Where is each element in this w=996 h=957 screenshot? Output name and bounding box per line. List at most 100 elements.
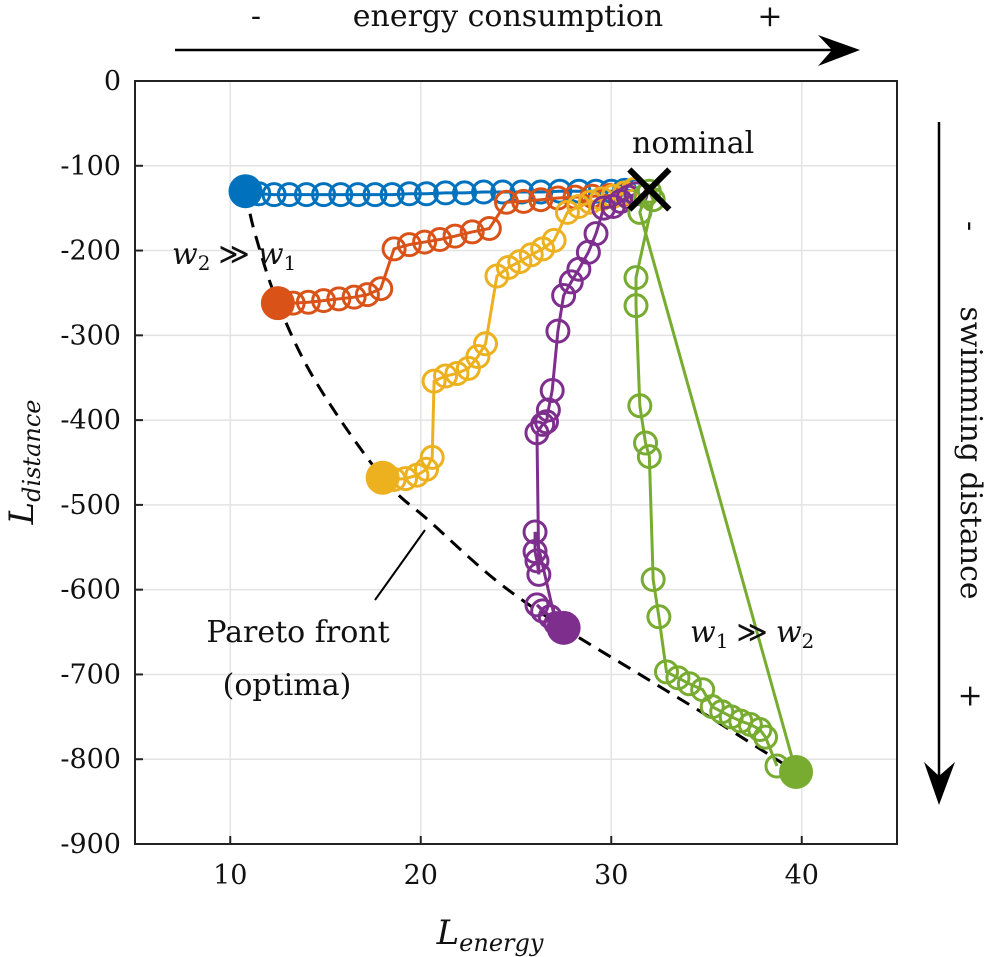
- data-point: [522, 519, 548, 545]
- y-tick-label: -100: [60, 151, 121, 182]
- data-point: [533, 409, 559, 435]
- plot-frame: [134, 80, 898, 845]
- data-point: [633, 430, 659, 456]
- x-tick-label: 30: [594, 860, 628, 891]
- data-point: [583, 221, 609, 247]
- axis-ticks: 10 20 30 40 0 -100 -200 -300 -400 -500 -600 -700 -80…: [60, 66, 819, 891]
- data-point: [311, 182, 337, 208]
- y-tick-label: 0: [104, 66, 121, 97]
- x-tick-label: 20: [404, 860, 438, 891]
- data-point: [413, 456, 439, 482]
- data-point: [524, 548, 550, 574]
- pareto-optima-label: (optima): [223, 668, 352, 703]
- data-point: [528, 187, 554, 213]
- data-point: [444, 360, 470, 386]
- data-point: [379, 182, 405, 208]
- data-point: [442, 223, 468, 249]
- data-point: [433, 363, 459, 389]
- data-point: [646, 604, 672, 630]
- pareto-front-label: Pareto front: [206, 615, 389, 650]
- series-purple: [522, 181, 649, 645]
- data-point: [554, 199, 580, 225]
- data-point: [623, 293, 649, 319]
- arrowhead-down-icon: [924, 762, 955, 805]
- pareto-leader-line: [374, 529, 426, 601]
- y-tick-label: -200: [60, 236, 121, 267]
- data-point: [276, 182, 302, 208]
- data-point: [476, 216, 502, 242]
- distance-plus: +: [953, 683, 988, 708]
- data-point: [676, 671, 702, 697]
- data-point: [413, 181, 439, 207]
- data-point: [433, 180, 459, 206]
- data-point: [419, 444, 445, 470]
- series-line: [634, 188, 798, 773]
- optimum-point: [260, 286, 295, 321]
- series-line: [245, 188, 637, 197]
- y-tick-label: -300: [60, 320, 121, 351]
- data-point: [541, 227, 567, 253]
- optimum-point: [365, 460, 400, 495]
- nominal-x-stroke: [627, 167, 672, 212]
- data-point: [526, 561, 552, 587]
- data-point: [665, 665, 691, 691]
- data-point: [558, 269, 584, 295]
- data-point: [640, 566, 666, 592]
- series-yellow: [365, 177, 647, 495]
- optimum-point: [779, 754, 814, 789]
- data-point: [636, 444, 662, 470]
- data-point: [421, 368, 447, 394]
- energy-label: energy consumption: [353, 0, 663, 34]
- data-point: [326, 286, 352, 312]
- distance-minus: -: [953, 221, 988, 231]
- x-axis-label: Lenergy: [436, 913, 544, 957]
- data-point: [368, 276, 394, 302]
- data-point: [566, 193, 592, 219]
- data-point: [471, 179, 497, 205]
- data-point: [362, 182, 388, 208]
- data-point: [261, 182, 287, 208]
- data-point: [653, 659, 679, 685]
- data-point: [328, 182, 354, 208]
- data-point: [465, 344, 491, 370]
- series-layer: [228, 174, 814, 789]
- x-tick-label: 40: [785, 860, 819, 891]
- w1-gg-w2-label: w1 ≫ w2: [690, 615, 814, 653]
- data-point: [412, 229, 438, 255]
- data-point: [545, 318, 571, 344]
- y-tick-label: -400: [60, 405, 121, 436]
- w2-gg-w1-label: w2 ≫ w1: [172, 237, 296, 275]
- data-point: [551, 282, 577, 308]
- arrowhead-right-icon: [818, 35, 860, 66]
- nominal-marker: [627, 167, 672, 212]
- energy-plus: +: [757, 0, 782, 34]
- data-point: [591, 195, 617, 221]
- data-point: [396, 232, 422, 258]
- y-tick-label: -700: [60, 659, 121, 690]
- data-point: [341, 284, 367, 310]
- energy-consumption-arrow: - energy consumption +: [175, 0, 860, 66]
- y-tick-label: -900: [60, 829, 121, 860]
- distance-label: swimming distance: [953, 306, 988, 599]
- nominal-label: nominal: [632, 126, 754, 161]
- data-point: [539, 377, 565, 403]
- data-point: [495, 255, 521, 281]
- data-point: [473, 331, 499, 357]
- y-axis-label: Ldistance: [2, 400, 46, 526]
- optimum-point: [228, 174, 263, 209]
- swimming-distance-arrow: - swimming distance +: [924, 122, 988, 805]
- pareto-front-curve: [244, 190, 797, 774]
- x-tick-label: 10: [213, 860, 247, 891]
- data-point: [452, 180, 478, 206]
- data-point: [311, 288, 337, 314]
- data-point: [753, 724, 779, 750]
- data-point: [511, 188, 537, 214]
- data-point: [427, 227, 453, 253]
- optimum-point: [546, 610, 581, 645]
- data-point: [518, 242, 544, 268]
- data-point: [493, 189, 519, 215]
- data-point: [396, 181, 422, 207]
- data-point: [295, 289, 321, 315]
- data-point: [577, 189, 603, 215]
